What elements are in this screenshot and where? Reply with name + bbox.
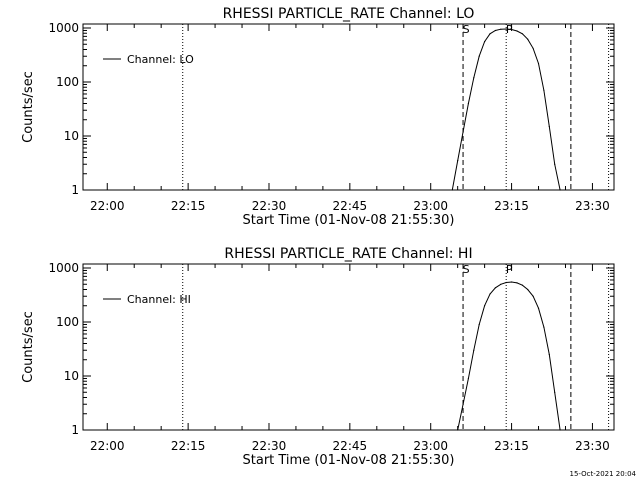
data-point xyxy=(543,89,545,91)
legend-entry: Channel: LO xyxy=(127,53,194,66)
x-tick-label: 23:15 xyxy=(494,199,529,213)
data-point xyxy=(484,41,486,43)
data-point xyxy=(537,62,540,65)
x-tick-label: 22:45 xyxy=(333,199,368,213)
x-axis-label: Start Time (01-Nov-08 21:55:30) xyxy=(243,453,455,468)
data-point xyxy=(554,391,556,393)
data-point xyxy=(457,429,459,431)
y-tick-label: 1000 xyxy=(48,261,79,275)
data-point xyxy=(462,403,464,405)
data-point xyxy=(505,28,507,30)
x-tick-label: 22:15 xyxy=(171,199,206,213)
chart-panel-1: RHESSI PARTICLE_RATE Channel: LO 22:00 22:… xyxy=(21,6,615,228)
data-point xyxy=(521,284,524,286)
data-point xyxy=(494,29,496,32)
data-point xyxy=(467,102,469,105)
y-axis-label: Counts/sec xyxy=(21,311,36,383)
data-point xyxy=(489,33,491,35)
data-point xyxy=(478,55,480,57)
x-tick-label: 22:00 xyxy=(90,199,125,213)
x-tick-label: 22:00 xyxy=(90,439,125,453)
data-point xyxy=(511,28,513,31)
data-point xyxy=(473,349,475,351)
y-tick-label: 100 xyxy=(56,315,79,329)
data-point xyxy=(467,377,469,380)
y-tick-label: 1000 xyxy=(48,21,79,35)
data-point xyxy=(527,38,529,40)
legend-entry: Channel: HI xyxy=(127,293,191,306)
x-tick-label: 22:15 xyxy=(171,439,206,453)
data-point xyxy=(494,287,496,289)
chart-title: RHESSI PARTICLE_RATE Channel: HI xyxy=(224,246,472,262)
y-tick-label: 100 xyxy=(56,75,79,89)
data-point xyxy=(500,283,502,285)
data-point xyxy=(500,28,502,30)
y-tick-label: 1 xyxy=(71,183,79,197)
x-tick-label: 23:30 xyxy=(575,199,610,213)
data-point xyxy=(505,281,507,284)
plot-frame xyxy=(82,263,615,431)
marker-label: P xyxy=(506,263,513,276)
plot-frame xyxy=(82,23,615,191)
x-tick-label: 23:00 xyxy=(413,439,448,453)
x-tick-label: 22:45 xyxy=(333,439,368,453)
data-point xyxy=(532,47,534,49)
x-axis-label: Start Time (01-Nov-08 21:55:30) xyxy=(243,213,455,228)
data-point xyxy=(521,33,524,35)
marker-label: S xyxy=(463,263,470,276)
data-point xyxy=(457,160,459,162)
marker-label: S xyxy=(463,23,470,36)
y-tick-label: 10 xyxy=(64,129,79,143)
data-point xyxy=(554,163,556,165)
y-tick-label: 1 xyxy=(71,423,79,437)
data-point xyxy=(516,30,518,32)
x-tick-label: 23:00 xyxy=(413,199,448,213)
x-tick-label: 22:30 xyxy=(252,199,287,213)
x-tick-label: 23:30 xyxy=(575,439,610,453)
data-point xyxy=(559,189,561,191)
data-point xyxy=(478,323,480,326)
data-point xyxy=(548,353,550,356)
data-point xyxy=(532,295,534,297)
data-point xyxy=(511,281,513,283)
data-point xyxy=(451,189,453,191)
x-tick-label: 22:30 xyxy=(252,439,287,453)
data-point xyxy=(473,77,475,79)
data-point xyxy=(484,305,486,307)
data-point xyxy=(543,326,545,328)
data-point xyxy=(537,307,540,309)
data-point xyxy=(548,125,550,128)
data-point xyxy=(462,131,464,133)
y-tick-label: 10 xyxy=(64,369,79,383)
chart-title: RHESSI PARTICLE_RATE Channel: LO xyxy=(223,6,475,22)
data-point xyxy=(516,282,518,284)
series-line-1 xyxy=(457,281,561,431)
timestamp: 15-Oct-2021 20:04 xyxy=(570,470,637,478)
y-axis-label: Counts/sec xyxy=(21,71,36,143)
data-point xyxy=(559,429,561,431)
data-point xyxy=(489,293,491,295)
x-tick-label: 23:15 xyxy=(494,439,529,453)
chart-panel-2: RHESSI PARTICLE_RATE Channel: HI 22:00 22:… xyxy=(21,246,615,468)
data-point xyxy=(527,288,529,291)
